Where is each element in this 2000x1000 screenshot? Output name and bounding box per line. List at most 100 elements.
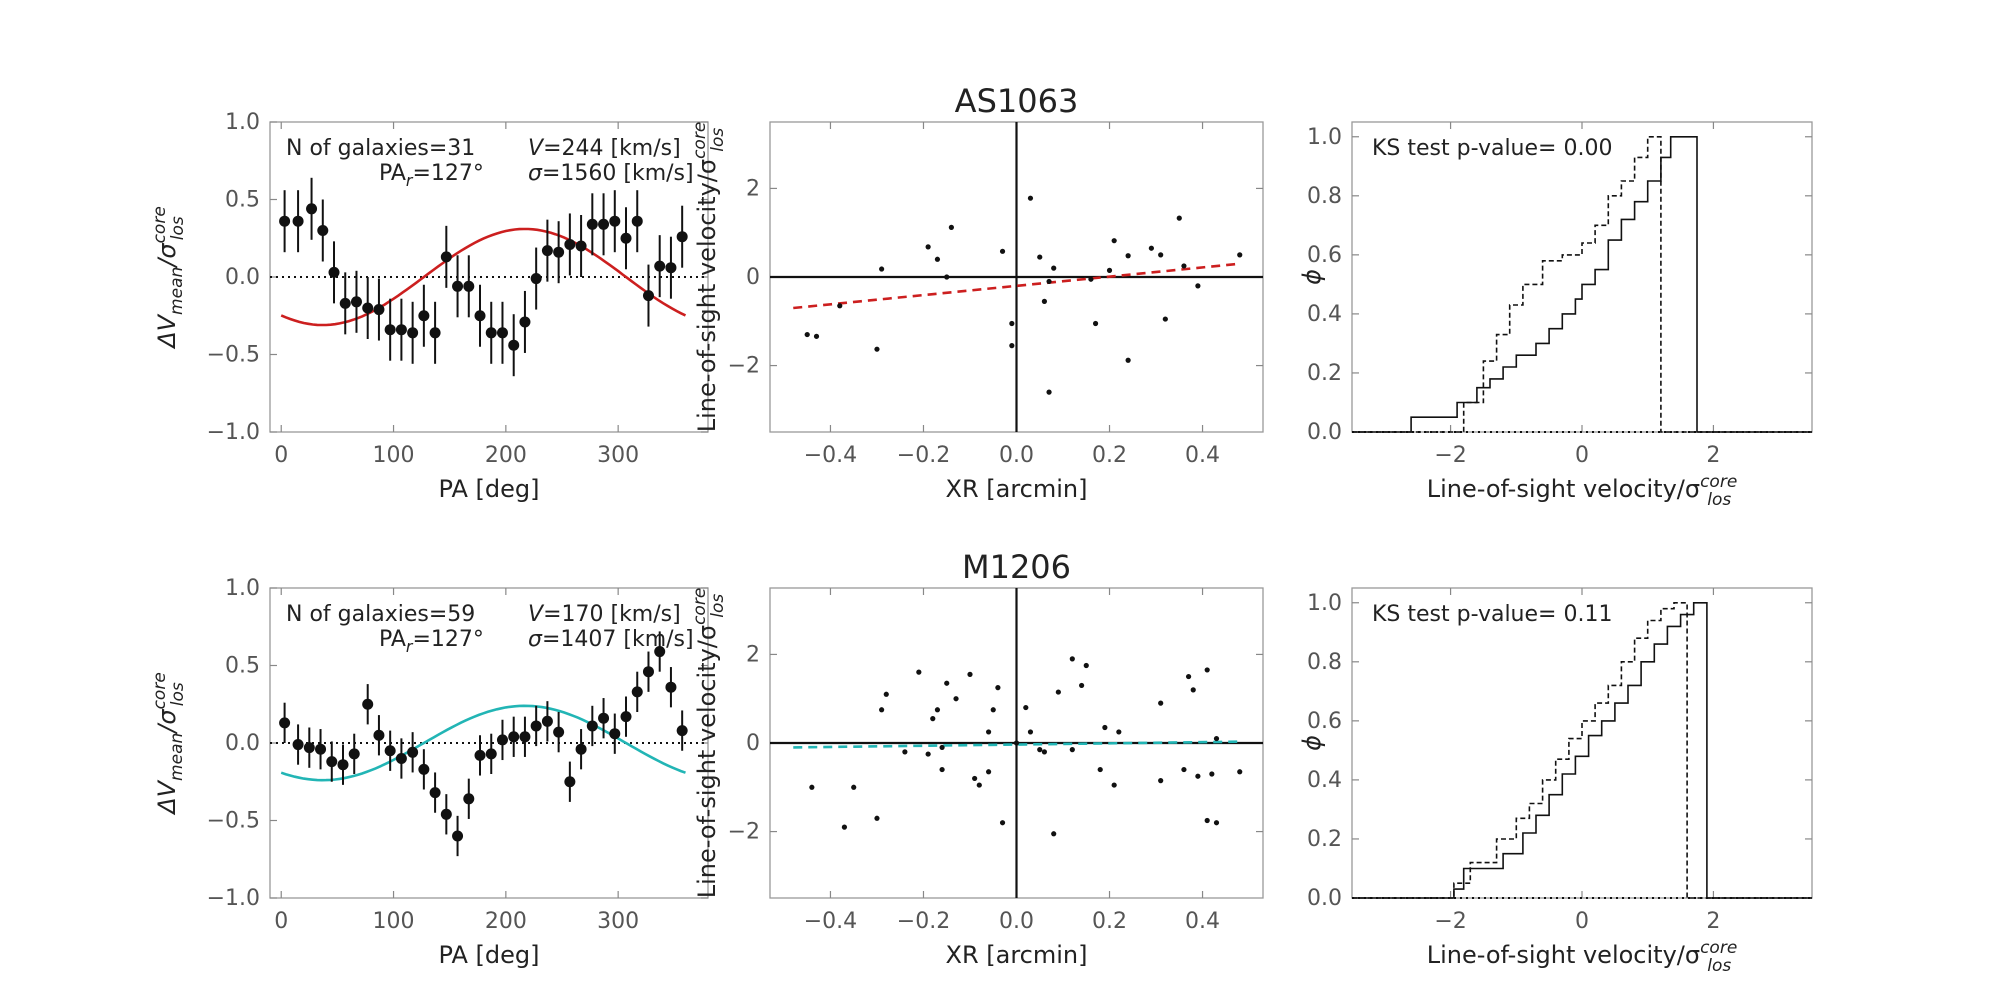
galaxy-point: [879, 266, 885, 272]
y-tick-label: 0.5: [225, 654, 260, 679]
y-label-sub: los: [708, 128, 728, 152]
y-tick-label: −2: [728, 820, 760, 845]
galaxy-point: [990, 707, 996, 713]
data-point: [519, 731, 531, 743]
data-point: [642, 666, 654, 678]
data-point: [418, 310, 430, 322]
y-tick-label: 1.0: [1307, 591, 1342, 616]
x-axis-label: PA [deg]: [439, 941, 540, 969]
cdf-observed-line: [1352, 602, 1812, 899]
sigma-symbol: σ: [528, 627, 543, 652]
x-tick-label: 0: [274, 443, 288, 468]
y-tick-label: 0: [746, 731, 760, 756]
x-axis-label: XR [arcmin]: [946, 941, 1088, 969]
panel-as1063-sine: 0 100 200 300 −1.0 −0.5 0.0 0.5 1.0 PA [deg] ΔVmea…: [150, 110, 709, 503]
y-tick-label: 0.0: [225, 265, 260, 290]
cdf-observed-line: [1352, 136, 1812, 433]
y-tick-label: 0.2: [1307, 827, 1342, 852]
y-label-sigma: /σ: [153, 243, 181, 269]
y-axis-label: ΔVmean/σcorelos: [150, 672, 188, 816]
data-point: [575, 743, 587, 755]
data-point: [292, 215, 304, 227]
data-point: [553, 246, 565, 258]
galaxy-point: [934, 707, 941, 713]
sigma-symbol: σ: [528, 161, 543, 186]
sigma-label: σ=1407 [km/s]: [528, 627, 694, 652]
velocity-label: V=244 [km/s]: [528, 136, 681, 161]
galaxy-point: [1046, 278, 1052, 285]
galaxy-point: [1055, 689, 1061, 695]
velocity-symbol: V: [528, 136, 545, 161]
data-point: [485, 327, 497, 339]
x-tick-label: 0: [274, 909, 288, 934]
galaxy-point: [944, 680, 950, 686]
sigma-value: =1560 [km/s]: [542, 161, 694, 186]
panel-as1063-vel: −0.4 −0.2 0.0 0.2 0.4 −2 0 2 AS1063 XR [arcmin] Li…: [690, 82, 1264, 503]
galaxy-point: [1037, 747, 1043, 753]
galaxy-point: [1051, 265, 1057, 271]
y-tick-label: −1.0: [207, 420, 260, 445]
data-point: [508, 339, 520, 351]
galaxy-point: [1041, 298, 1048, 304]
data-point: [642, 290, 654, 302]
y-axis-label: ΔVmean/σcorelos: [150, 206, 188, 350]
y-tick-label: 0.2: [1307, 361, 1342, 386]
data-point: [564, 238, 576, 250]
galaxy-point: [925, 244, 931, 250]
y-tick-label: 2: [746, 176, 760, 201]
data-point: [429, 787, 441, 799]
galaxy-point: [1027, 195, 1034, 201]
x-tick-label: −2: [1434, 443, 1466, 468]
galaxy-point: [1009, 320, 1015, 327]
sigma-label: σ=1560 [km/s]: [528, 161, 694, 186]
data-point: [384, 324, 396, 336]
data-point: [654, 646, 666, 658]
y-tick-label: 0.4: [1307, 302, 1342, 327]
galaxy-point: [985, 769, 992, 775]
data-point: [373, 729, 385, 741]
data-point: [362, 302, 374, 314]
galaxy-point: [1069, 747, 1075, 753]
data-point: [328, 266, 340, 278]
x-tick-label: 0.0: [999, 909, 1034, 934]
data-point: [541, 245, 553, 257]
data-point: [279, 215, 291, 227]
galaxy-point: [1116, 729, 1122, 735]
data-point: [348, 748, 360, 760]
y-label-main: Line-of-sight velocity/σ: [693, 159, 721, 432]
pa-label: PAr=127°: [379, 627, 484, 656]
y-tick-label: 0.0: [225, 731, 260, 756]
x-tick-label: 200: [485, 443, 527, 468]
x-tick-label: −0.2: [897, 909, 950, 934]
galaxy-point: [1046, 389, 1052, 395]
galaxy-point: [948, 224, 954, 230]
galaxy-point: [902, 749, 908, 755]
chart-title: AS1063: [955, 82, 1079, 120]
ks-test-label: KS test p-value= 0.11: [1372, 602, 1612, 627]
data-point: [339, 297, 351, 309]
galaxy-point: [813, 333, 820, 339]
chart-title: M1206: [962, 548, 1071, 586]
galaxy-point: [874, 346, 880, 352]
galaxy-point: [1111, 238, 1117, 244]
data-point: [474, 749, 486, 761]
x-tick-label: 100: [373, 443, 415, 468]
velocity-value: =244 [km/s]: [543, 136, 681, 161]
y-tick-label: −0.5: [207, 809, 260, 834]
velocity-value: =170 [km/s]: [543, 602, 681, 627]
galaxy-point: [1041, 749, 1048, 755]
galaxy-point: [985, 729, 992, 735]
pa-prefix: PA: [379, 627, 406, 652]
galaxy-point: [1213, 735, 1220, 742]
panel-m1206-sine: 0 100 200 300 −1.0 −0.5 0.0 0.5 1.0 PA [deg] ΔVmea…: [150, 576, 709, 969]
data-point: [429, 327, 441, 339]
x-axis-label: Line-of-sight velocity/σcore los: [1427, 472, 1738, 510]
x-tick-label: 100: [373, 909, 415, 934]
data-point: [609, 215, 621, 227]
panel-as1063-cdf: −2 0 2 0.0 0.2 0.4 0.6 0.8 1.0 Line-of-sight velo…: [1298, 121, 1813, 510]
data-point: [665, 262, 677, 274]
galaxy-point: [804, 331, 810, 338]
pa-subscript: r: [406, 637, 414, 656]
galaxy-point: [1213, 820, 1220, 826]
